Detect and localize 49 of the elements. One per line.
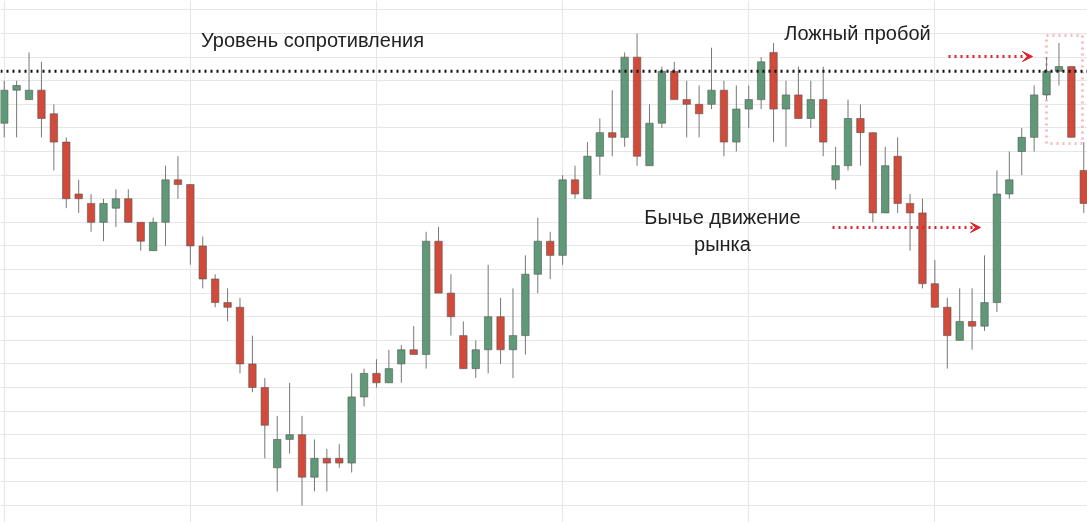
candlestick <box>335 443 344 469</box>
candlestick <box>508 287 517 379</box>
candlestick <box>968 287 977 351</box>
candlestick <box>682 80 691 138</box>
candlestick <box>1005 151 1014 200</box>
candlestick <box>111 188 120 228</box>
candlestick <box>856 103 865 167</box>
candlestick <box>608 89 617 157</box>
ref-line-label: Уровень сопротивления <box>201 29 424 52</box>
candlestick <box>360 368 369 407</box>
candlestick <box>980 254 989 332</box>
candlestick <box>955 287 964 341</box>
candlestick <box>707 47 716 110</box>
candlestick <box>831 146 840 190</box>
candlestick <box>446 273 455 337</box>
candlestick <box>471 339 480 379</box>
candlestick <box>930 259 939 308</box>
candlestick <box>595 117 604 176</box>
candlestick <box>571 165 580 200</box>
candlestick <box>12 80 21 138</box>
candlestick <box>695 84 704 138</box>
candlestick <box>906 193 915 252</box>
candlestick <box>211 273 220 308</box>
candlestick <box>136 221 145 252</box>
candlestick <box>781 80 790 148</box>
candlestick <box>546 231 555 280</box>
candlestick <box>248 335 257 393</box>
candlestick <box>806 80 815 129</box>
annotation: Ложный пробой <box>784 21 931 44</box>
candlestick <box>87 193 96 233</box>
candlestick <box>1017 127 1026 176</box>
candlestick <box>409 325 418 355</box>
candlestick <box>173 155 182 200</box>
candlestick <box>285 382 294 455</box>
candlestick <box>397 344 406 384</box>
candlestick <box>372 358 381 389</box>
candlestick <box>223 287 232 322</box>
candlestick <box>1042 56 1051 101</box>
candlestick <box>99 198 108 242</box>
candlestick <box>384 349 393 384</box>
candlestick <box>1054 42 1063 86</box>
candlestick <box>744 84 753 129</box>
candlestick <box>74 179 83 214</box>
candlestick <box>124 188 133 223</box>
candlestick <box>794 66 803 119</box>
candlestick <box>322 448 331 492</box>
candlestick <box>310 438 319 492</box>
annotation: Бычье движение рынка <box>644 206 801 255</box>
candlestick <box>25 51 34 101</box>
